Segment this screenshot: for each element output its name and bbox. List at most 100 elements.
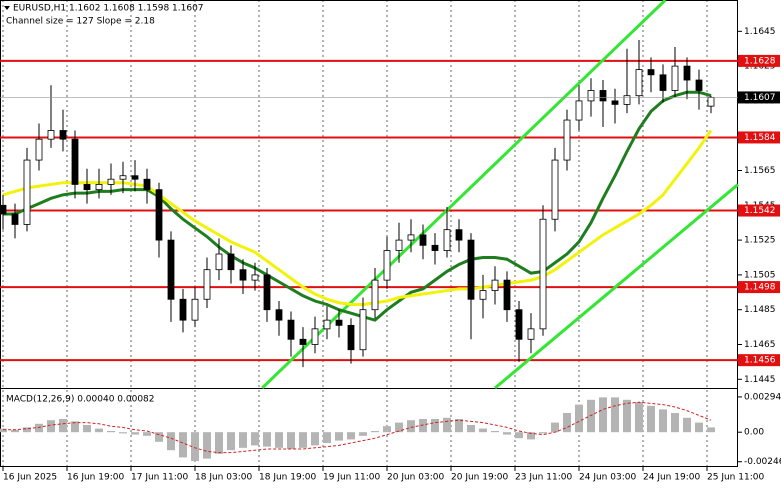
moving-average xyxy=(3,90,712,322)
macd-bar xyxy=(347,432,355,440)
macd-bar xyxy=(419,419,427,433)
macd-bar xyxy=(527,432,535,440)
y-tick-label: 1.1645 xyxy=(744,27,776,37)
candle-body xyxy=(311,328,319,345)
candle-body xyxy=(335,319,343,326)
candle-body xyxy=(143,178,151,191)
macd-bar xyxy=(191,432,199,461)
plot-frame xyxy=(0,0,738,467)
x-tick-label: 18 Jun 03:00 xyxy=(195,473,252,483)
candle-body xyxy=(695,79,703,91)
candle-body xyxy=(287,319,295,340)
level-label: 1.1542 xyxy=(744,206,776,216)
candle-body xyxy=(359,309,367,351)
macd-bar xyxy=(47,420,55,433)
macd-bar xyxy=(455,419,463,433)
candle-body xyxy=(383,250,391,281)
candle-body xyxy=(119,175,127,180)
candle-body xyxy=(551,159,559,220)
candle-body xyxy=(263,274,271,311)
x-tick-label: 23 Jun 11:00 xyxy=(515,473,572,483)
candle-body xyxy=(95,184,103,191)
macd-bar xyxy=(155,432,163,442)
x-tick-label: 24 Jun 19:00 xyxy=(643,473,700,483)
candle-body xyxy=(419,234,427,246)
y-tick-label: 1.1485 xyxy=(744,305,776,315)
level-label-box xyxy=(738,204,780,217)
macd-bar xyxy=(467,425,475,433)
macd-bar xyxy=(683,417,691,433)
macd-bar xyxy=(179,432,187,458)
candle-body xyxy=(587,90,595,102)
candle-body xyxy=(35,138,43,161)
macd-bar xyxy=(563,413,571,433)
level-label-box xyxy=(738,281,780,294)
current-price-box xyxy=(738,91,780,104)
macd-bar xyxy=(335,432,343,441)
macd-bar xyxy=(647,405,655,433)
candle-body xyxy=(659,74,667,91)
candle-body xyxy=(539,218,547,330)
candle-body xyxy=(203,269,211,300)
macd-bar xyxy=(95,428,103,433)
y-tick-label: 1.1465 xyxy=(744,340,776,350)
macd-y-tick-label: -0.00246 xyxy=(744,457,781,467)
macd-bar xyxy=(167,432,175,451)
macd-bar xyxy=(431,419,439,433)
macd-bar xyxy=(83,425,91,433)
candle-body xyxy=(347,324,355,351)
candle-body xyxy=(275,309,283,321)
candle-body xyxy=(251,274,259,281)
candle-body xyxy=(323,319,331,330)
macd-y-tick-label: 0.00294 xyxy=(744,392,781,402)
macd-y-tick-label: 0.00 xyxy=(744,428,764,438)
macd-bar xyxy=(227,432,235,451)
candle-body xyxy=(467,239,475,300)
macd-bar xyxy=(239,432,247,448)
candle-body xyxy=(563,119,571,161)
candle-body xyxy=(71,138,79,185)
macd-bar xyxy=(635,402,643,433)
macd-bar xyxy=(539,432,547,434)
candle-body xyxy=(503,279,511,311)
candle-body xyxy=(215,253,223,271)
macd-bar xyxy=(107,431,115,433)
level-label: 1.1628 xyxy=(744,56,776,66)
candle-body xyxy=(635,69,643,97)
macd-bar xyxy=(71,421,79,433)
moving-average xyxy=(2,129,713,306)
x-tick-label: 24 Jun 03:00 xyxy=(579,473,636,483)
x-tick-label: 20 Jun 19:00 xyxy=(451,473,508,483)
candle-body xyxy=(611,100,619,105)
candle-body xyxy=(0,204,7,215)
macd-bar xyxy=(695,422,703,433)
macd-bar xyxy=(407,420,415,433)
macd-bar xyxy=(299,432,307,448)
channel-line xyxy=(494,183,739,390)
macd-bar xyxy=(659,409,667,433)
macd-bar xyxy=(323,432,331,443)
candle-body xyxy=(455,229,463,241)
macd-bar xyxy=(503,432,511,435)
candle-body xyxy=(575,100,583,121)
macd-bar xyxy=(395,422,403,433)
candle-body xyxy=(371,279,379,311)
candle-body xyxy=(47,130,55,140)
x-tick-label: 18 Jun 19:00 xyxy=(259,473,316,483)
candle-body xyxy=(239,269,247,281)
macd-bar xyxy=(23,427,31,433)
macd-bar xyxy=(623,399,631,433)
macd-bar xyxy=(59,419,67,433)
macd-bar xyxy=(491,431,499,433)
macd-bar xyxy=(203,432,211,459)
candle-body xyxy=(671,65,679,91)
macd-bar xyxy=(551,422,559,433)
candle-body xyxy=(647,69,655,76)
candle-body xyxy=(527,328,535,340)
x-tick-label: 25 Jun 11:00 xyxy=(707,473,764,483)
macd-bar xyxy=(515,432,523,439)
macd-bar xyxy=(707,427,715,433)
macd-bar xyxy=(143,432,151,436)
candle-body xyxy=(395,239,403,251)
candle-body xyxy=(23,159,31,225)
